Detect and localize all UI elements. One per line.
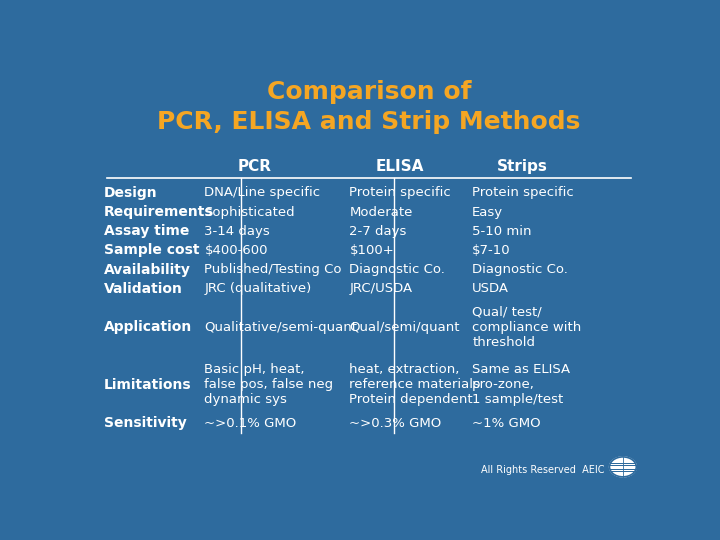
Text: Qual/semi/quant: Qual/semi/quant bbox=[349, 321, 460, 334]
Text: Published/Testing Co: Published/Testing Co bbox=[204, 263, 342, 276]
Text: Availability: Availability bbox=[104, 262, 191, 276]
Text: Limitations: Limitations bbox=[104, 378, 192, 392]
Text: ~1% GMO: ~1% GMO bbox=[472, 417, 541, 430]
Text: Diagnostic Co.: Diagnostic Co. bbox=[349, 263, 446, 276]
Text: JRC/USDA: JRC/USDA bbox=[349, 282, 413, 295]
Circle shape bbox=[610, 457, 636, 477]
Text: Qualitative/semi-quant: Qualitative/semi-quant bbox=[204, 321, 357, 334]
Text: PCR, ELISA and Strip Methods: PCR, ELISA and Strip Methods bbox=[157, 110, 581, 134]
Text: JRC (qualitative): JRC (qualitative) bbox=[204, 282, 312, 295]
Text: All Rights Reserved  AEIC  2004: All Rights Reserved AEIC 2004 bbox=[481, 465, 635, 475]
Text: 2-7 days: 2-7 days bbox=[349, 225, 407, 238]
Text: heat, extraction,
reference materials
Protein dependent: heat, extraction, reference materials Pr… bbox=[349, 363, 480, 406]
Text: Design: Design bbox=[104, 186, 158, 200]
Text: Protein specific: Protein specific bbox=[349, 186, 451, 199]
Text: Assay time: Assay time bbox=[104, 224, 189, 238]
Text: PCR: PCR bbox=[238, 159, 271, 174]
Text: 5-10 min: 5-10 min bbox=[472, 225, 532, 238]
Text: Same as ELISA
pro-zone,
1 sample/test: Same as ELISA pro-zone, 1 sample/test bbox=[472, 363, 570, 406]
Text: Qual/ test/
compliance with
threshold: Qual/ test/ compliance with threshold bbox=[472, 306, 582, 349]
Text: ~>0.1% GMO: ~>0.1% GMO bbox=[204, 417, 297, 430]
Text: Sophisticated: Sophisticated bbox=[204, 206, 295, 219]
Text: USDA: USDA bbox=[472, 282, 509, 295]
Text: Validation: Validation bbox=[104, 282, 183, 296]
Text: $100+: $100+ bbox=[349, 244, 395, 257]
Text: Sensitivity: Sensitivity bbox=[104, 416, 186, 430]
Text: $7-10: $7-10 bbox=[472, 244, 511, 257]
Text: Comparison of: Comparison of bbox=[266, 80, 472, 104]
Text: Easy: Easy bbox=[472, 206, 503, 219]
Text: Sample cost: Sample cost bbox=[104, 244, 199, 258]
Text: ELISA: ELISA bbox=[376, 159, 424, 174]
Text: ~>0.3% GMO: ~>0.3% GMO bbox=[349, 417, 442, 430]
Text: $400-600: $400-600 bbox=[204, 244, 268, 257]
Text: Diagnostic Co.: Diagnostic Co. bbox=[472, 263, 568, 276]
Text: DNA/Line specific: DNA/Line specific bbox=[204, 186, 320, 199]
Text: Application: Application bbox=[104, 320, 192, 334]
Text: Requirements: Requirements bbox=[104, 205, 214, 219]
Text: Moderate: Moderate bbox=[349, 206, 413, 219]
Text: Strips: Strips bbox=[497, 159, 548, 174]
Text: Protein specific: Protein specific bbox=[472, 186, 574, 199]
Text: Basic pH, heat,
false pos, false neg
dynamic sys: Basic pH, heat, false pos, false neg dyn… bbox=[204, 363, 333, 406]
Text: 3-14 days: 3-14 days bbox=[204, 225, 270, 238]
